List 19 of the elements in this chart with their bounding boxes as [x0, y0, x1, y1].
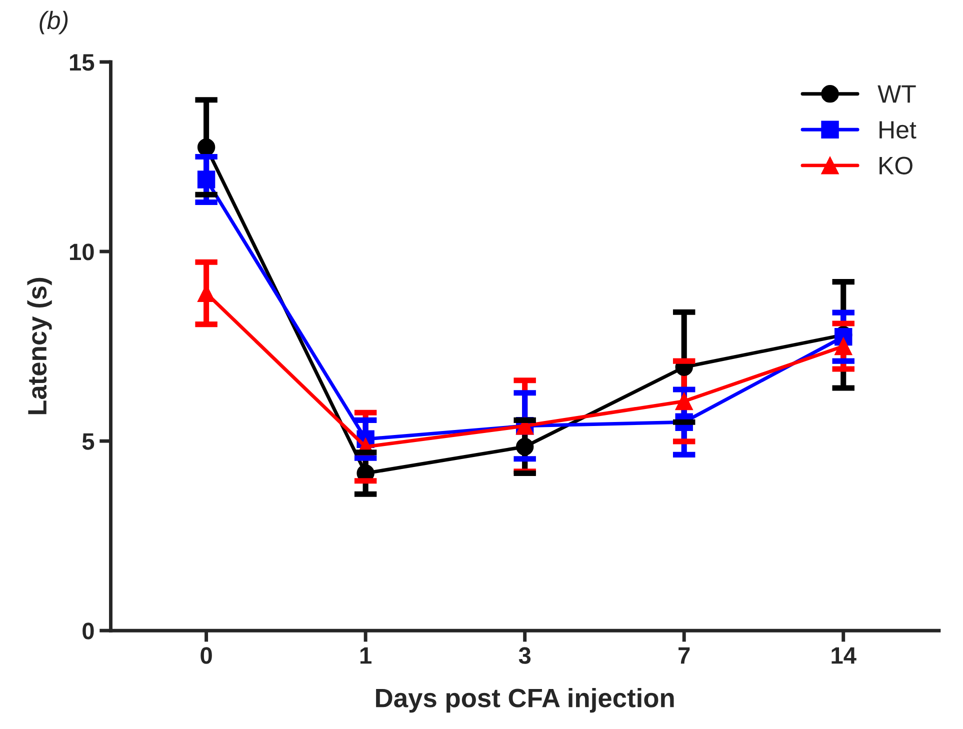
x-tick-label: 1 — [360, 647, 372, 664]
legend-label: KO — [880, 156, 912, 174]
x-axis-title: Days post CFA injection — [376, 688, 674, 713]
point — [675, 392, 693, 410]
chart-title: (b) — [40, 10, 68, 34]
y-tick-label: 5 — [82, 433, 94, 450]
point — [516, 438, 534, 456]
x-tick-label: 0 — [200, 647, 212, 664]
y-axis-title: Latency (s) — [27, 278, 52, 414]
point — [834, 337, 852, 356]
legend-label: Het — [880, 121, 916, 139]
y-tick-label: 10 — [70, 244, 94, 260]
point — [197, 170, 216, 188]
x-tick-label: 3 — [518, 647, 531, 664]
legend-label: WT — [878, 85, 916, 103]
y-tick-label: 0 — [82, 622, 94, 640]
y-tick-label: 15 — [70, 54, 94, 71]
x-tick-label: 14 — [832, 647, 856, 664]
x-tick-label: 7 — [678, 647, 690, 664]
